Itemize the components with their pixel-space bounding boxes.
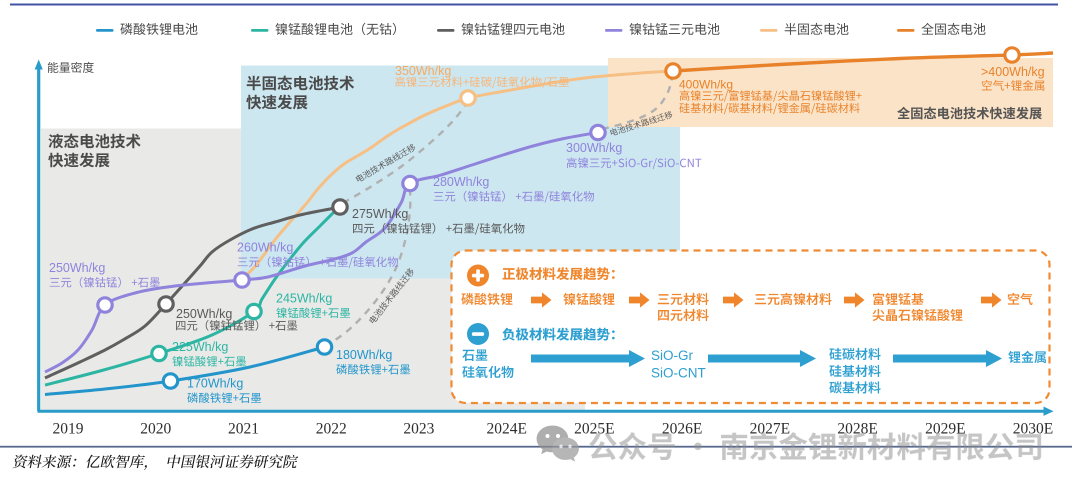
svg-text:350Wh/kg: 350Wh/kg: [395, 64, 451, 78]
svg-text:2023: 2023: [403, 420, 434, 437]
svg-text:SiO-Gr: SiO-Gr: [651, 348, 694, 363]
svg-text:2019: 2019: [53, 420, 84, 437]
svg-text:250Wh/kg: 250Wh/kg: [176, 307, 232, 321]
svg-text:260Wh/kg: 260Wh/kg: [237, 241, 293, 255]
svg-text:250Wh/kg: 250Wh/kg: [49, 261, 105, 275]
svg-text:2029E: 2029E: [925, 420, 965, 437]
svg-text:170Wh/kg: 170Wh/kg: [187, 377, 243, 391]
svg-text:245Wh/kg: 245Wh/kg: [276, 292, 332, 306]
svg-text:2022: 2022: [316, 420, 347, 437]
svg-text:2025E: 2025E: [574, 420, 614, 437]
svg-text:300Wh/kg: 300Wh/kg: [566, 141, 622, 155]
svg-text:275Wh/kg: 275Wh/kg: [352, 207, 408, 221]
svg-text:2027E: 2027E: [750, 420, 790, 437]
svg-text:280Wh/kg: 280Wh/kg: [433, 175, 489, 189]
svg-text:SiO-CNT: SiO-CNT: [651, 365, 706, 380]
svg-text:225Wh/kg: 225Wh/kg: [172, 340, 228, 354]
svg-text:400Wh/kg: 400Wh/kg: [679, 78, 733, 92]
svg-text:2024E: 2024E: [486, 420, 526, 437]
svg-text:2020: 2020: [140, 420, 171, 437]
svg-text:2026E: 2026E: [662, 420, 702, 437]
svg-text:180Wh/kg: 180Wh/kg: [336, 348, 392, 362]
svg-text:2028E: 2028E: [837, 420, 877, 437]
svg-text:>400Wh/kg: >400Wh/kg: [981, 65, 1045, 79]
svg-text:2030E: 2030E: [1013, 420, 1053, 437]
svg-text:2021: 2021: [228, 420, 259, 437]
